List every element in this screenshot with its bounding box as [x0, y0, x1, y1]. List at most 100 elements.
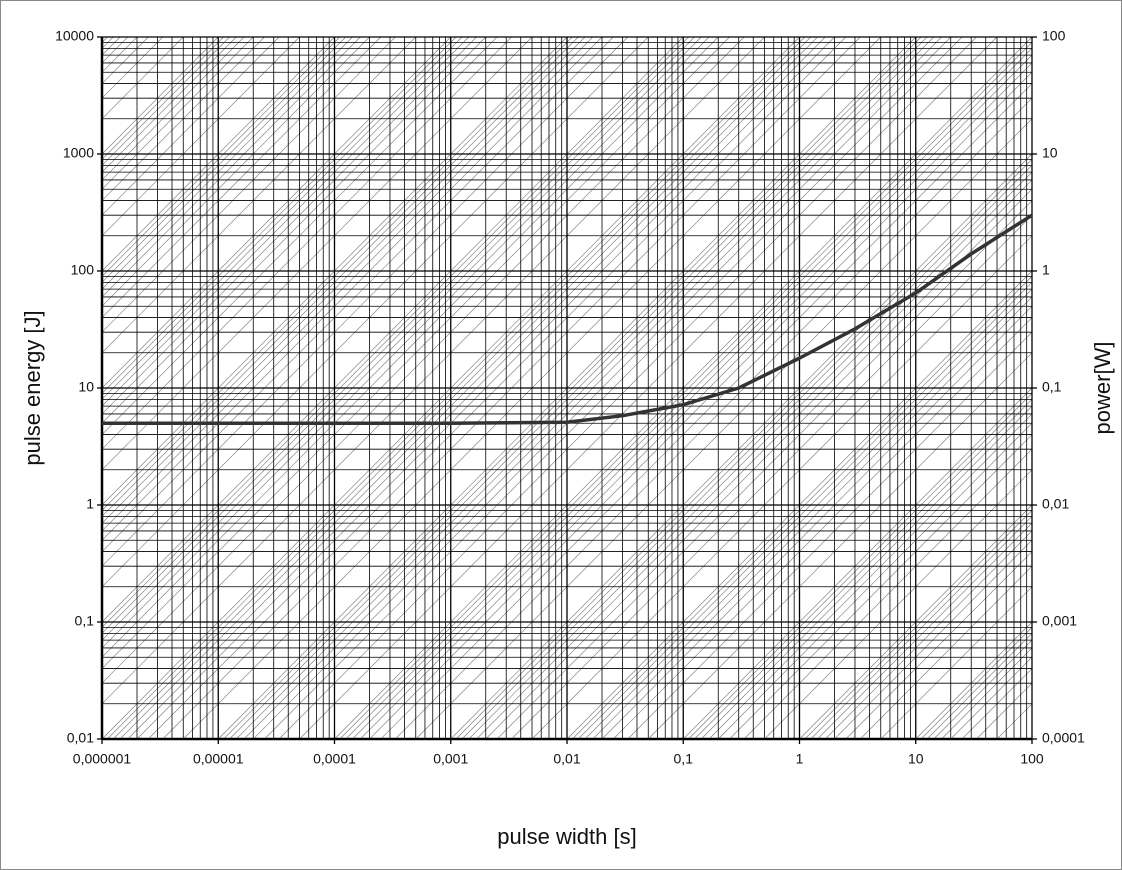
- power-line: [101, 36, 649, 587]
- power-line: [101, 36, 280, 216]
- power-line: [101, 36, 573, 511]
- power-line: [584, 288, 1033, 740]
- power-line: [592, 296, 1033, 740]
- y2-tick-label: 100: [1042, 28, 1066, 44]
- y2-axis-title: power[W]: [1090, 342, 1115, 435]
- power-line: [941, 647, 1033, 740]
- power-line: [101, 36, 765, 704]
- x-tick-label: 0,1: [674, 751, 694, 767]
- power-line: [926, 633, 1033, 740]
- power-line: [101, 36, 416, 353]
- power-line: [996, 703, 1033, 740]
- power-line: [101, 36, 477, 415]
- power-line: [461, 165, 1033, 740]
- x-tick-label: 0,01: [553, 751, 580, 767]
- power-line: [101, 36, 396, 333]
- y-tick-label: 1000: [63, 145, 94, 161]
- power-line: [476, 179, 1033, 740]
- power-line: [101, 36, 138, 73]
- y2-tick-label: 1: [1042, 262, 1050, 278]
- y2-tick-label: 0,01: [1042, 496, 1069, 512]
- power-line: [694, 399, 1033, 740]
- power-line: [825, 530, 1033, 740]
- y-tick-label: 100: [71, 262, 95, 278]
- y2-tick-label: 10: [1042, 145, 1058, 161]
- y-tick-label: 10000: [55, 28, 94, 44]
- power-line: [718, 423, 1033, 740]
- curve: [102, 213, 1033, 425]
- power-line: [101, 36, 463, 400]
- power-line: [101, 36, 695, 634]
- power-line: [101, 36, 149, 84]
- power-line: [648, 352, 1033, 740]
- power-line: [101, 36, 254, 190]
- x-tick-label: 0,0001: [313, 751, 356, 767]
- x-tick-label: 0,001: [433, 751, 468, 767]
- y2-tick-label: 0,001: [1042, 613, 1077, 629]
- power-line: [101, 36, 533, 470]
- power-line: [933, 639, 1033, 740]
- power-line: [743, 448, 1033, 740]
- power-line: [415, 118, 1033, 740]
- power-line: [101, 36, 219, 155]
- power-line: [485, 189, 1033, 740]
- x-tick-label: 0,00001: [193, 751, 244, 767]
- x-tick-label: 100: [1020, 751, 1044, 767]
- y2-tick-label: 0,0001: [1042, 730, 1085, 746]
- power-line: [352, 54, 1033, 740]
- power-line: [101, 36, 614, 552]
- power-line: [627, 331, 1033, 740]
- power-line: [101, 36, 245, 181]
- y2-tick-label: 0,1: [1042, 379, 1062, 395]
- power-line: [101, 36, 163, 99]
- power-line: [101, 36, 361, 298]
- power-line: [101, 36, 512, 450]
- power-line: [101, 36, 121, 56]
- power-line: [101, 36, 710, 649]
- power-line: [511, 214, 1033, 740]
- power-line: [860, 565, 1033, 740]
- x-tick-label: 0,000001: [73, 751, 132, 767]
- power-line: [101, 36, 586, 524]
- power-line: [101, 36, 237, 173]
- power-line: [101, 36, 300, 236]
- power-line: [101, 36, 628, 567]
- power-line: [339, 42, 1033, 740]
- power-line: [369, 72, 1033, 740]
- y-axis-title: pulse energy [J]: [20, 310, 45, 465]
- power-line: [101, 36, 341, 277]
- power-line: [101, 36, 230, 166]
- power-line: [880, 586, 1033, 740]
- power-line: [101, 36, 702, 641]
- power-line: [764, 469, 1033, 740]
- power-line: [450, 153, 1033, 740]
- power-line: [395, 97, 1033, 740]
- x-axis-title: pulse width [s]: [497, 824, 636, 849]
- power-line: [468, 171, 1033, 740]
- power-line: [101, 36, 486, 424]
- power-line: [101, 36, 603, 541]
- power-line: [683, 387, 1033, 740]
- power-line: [804, 510, 1033, 740]
- power-line: [380, 83, 1033, 740]
- power-line: [101, 36, 594, 532]
- power-line: [101, 36, 719, 658]
- power-line: [101, 36, 129, 64]
- power-line: [708, 413, 1033, 740]
- power-line: [101, 36, 451, 389]
- power-line: [531, 235, 1033, 740]
- power-line: [950, 657, 1033, 740]
- power-line: [101, 36, 370, 307]
- power-line: [834, 540, 1033, 740]
- power-line: [601, 306, 1033, 740]
- power-line: [845, 551, 1033, 740]
- power-line: [915, 621, 1033, 740]
- y-tick-label: 1: [86, 496, 94, 512]
- power-line: [101, 36, 184, 119]
- power-line: [101, 36, 353, 290]
- power-line: [817, 522, 1033, 740]
- y-tick-label: 10: [78, 379, 94, 395]
- x-tick-label: 1: [796, 751, 804, 767]
